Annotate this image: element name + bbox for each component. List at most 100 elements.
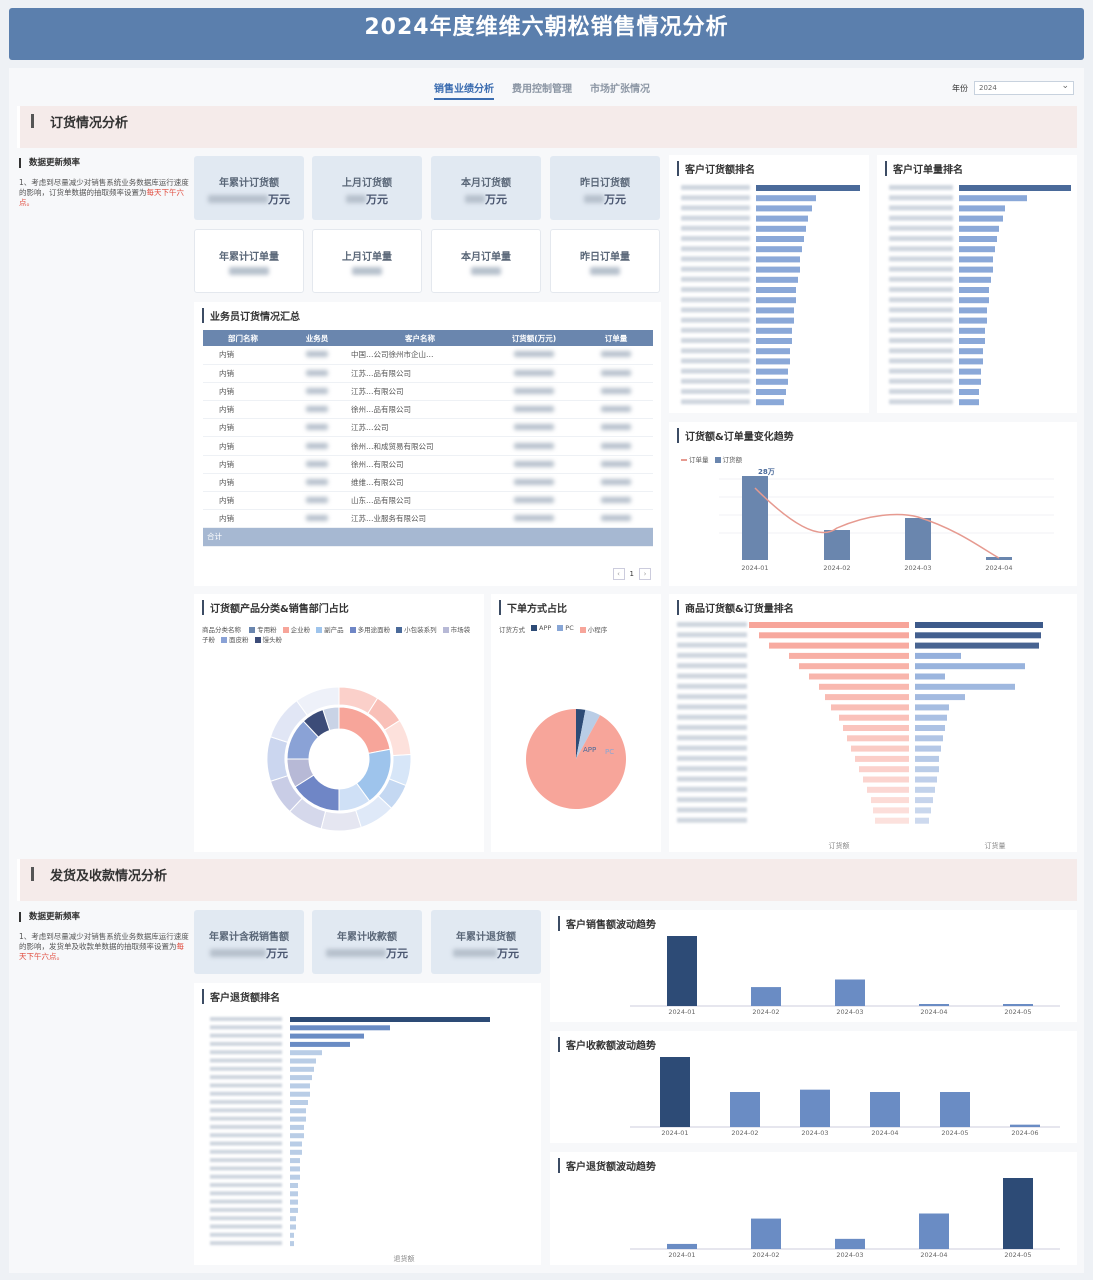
ranking-label — [681, 266, 750, 272]
ranking-label — [681, 338, 750, 343]
table-row[interactable]: 内销 徐州…有限公司 — [203, 455, 653, 474]
legend-order-count: 订单量 — [689, 456, 709, 464]
table-row[interactable]: 内销 徐州…品有限公司 — [203, 400, 653, 420]
customer-name — [210, 1166, 282, 1171]
kpi-card: 本月订单量 — [431, 229, 541, 293]
table-row[interactable]: 内销 中国…公司徐州市企山… — [203, 346, 653, 365]
page-number: 1 — [629, 570, 634, 578]
ranking-label — [681, 368, 750, 374]
tab-cost-control[interactable]: 费用控制管理 — [512, 84, 572, 95]
legend-item: 多用途面粉 — [349, 626, 390, 634]
ranking-bar — [756, 236, 804, 242]
year-select[interactable]: 2024 — [974, 81, 1074, 95]
customer-name — [210, 1199, 282, 1204]
kpi-card: 年累计订单量 — [194, 229, 304, 293]
ranking-label — [681, 358, 750, 364]
table-row[interactable]: 内销 江苏…公司 — [203, 418, 653, 438]
ranking-bar — [959, 389, 979, 395]
table-row[interactable]: 内销 维维…有限公司 — [203, 473, 653, 493]
return-bar — [290, 1141, 302, 1147]
quantity-bar — [915, 797, 933, 804]
table-row[interactable]: 内销 江苏…有限公司 — [203, 382, 653, 402]
ranking-bar — [756, 225, 806, 232]
kpi-label: 年累计订货额 — [219, 178, 279, 189]
category-share-panel: 订货额产品分类&销售部门占比 商品分类名称 专用粉 企业粉 副产品 多用途面粉 小包装系… — [194, 594, 484, 852]
quantity-bar — [915, 735, 943, 742]
customer-name — [210, 1241, 282, 1246]
ranking-bar — [756, 266, 800, 273]
cell-customer: 江苏…业服务有限公司 — [351, 509, 489, 529]
x-tick-label: 2024-01 — [668, 1251, 695, 1259]
cell-customer: 徐州…和成贸易有限公司 — [351, 436, 489, 456]
col-header-count[interactable]: 订单量 — [579, 330, 653, 346]
customer-name — [210, 1108, 282, 1113]
kpi-label: 年累计订单量 — [219, 252, 279, 263]
ranking-bar — [756, 368, 788, 375]
cell-count — [579, 418, 653, 438]
ranking-label — [681, 297, 750, 303]
quantity-bar — [915, 786, 935, 793]
ranking-bar — [756, 307, 794, 314]
return-bar — [290, 1066, 314, 1072]
x-tick-label: 2024-04 — [920, 1008, 947, 1016]
customer-name — [210, 1158, 282, 1163]
trend-bar — [751, 1218, 781, 1249]
return-bar — [290, 1183, 298, 1188]
return-bar — [290, 1216, 296, 1222]
donut-outer-slice — [320, 809, 362, 832]
table-row[interactable]: 内销 徐州…和成贸易有限公司 — [203, 436, 653, 456]
amount-bar — [873, 807, 909, 814]
cell-customer: 徐州…有限公司 — [351, 455, 489, 474]
table-row[interactable]: 内销 江苏…品有限公司 — [203, 364, 653, 383]
return-ranking-panel: 客户退货额排名 退货额 — [194, 983, 541, 1265]
table-row[interactable]: 内销 江苏…业服务有限公司 — [203, 509, 653, 529]
col-header-customer[interactable]: 客户名称 — [351, 330, 489, 346]
next-page-button[interactable]: › — [639, 568, 651, 580]
ranking-label — [889, 205, 953, 211]
customer-name — [210, 1183, 282, 1187]
page-title: 2024年度维维六朝松销售情况分析 — [9, 8, 1084, 60]
return-bar — [290, 1075, 312, 1081]
ranking-label — [681, 185, 750, 190]
cell-amount — [489, 346, 579, 365]
prev-page-button[interactable]: ‹ — [612, 568, 625, 580]
customer-name — [210, 1216, 282, 1221]
col-header-dept[interactable]: 部门名称 — [203, 330, 283, 346]
kpi-card: 上月订单量 — [312, 229, 422, 293]
amount-bar — [847, 735, 909, 742]
trend-bar — [824, 530, 850, 560]
ranking-label — [889, 185, 953, 190]
kpi-unit: 万元 — [485, 193, 507, 206]
amount-bar — [851, 745, 909, 752]
ranking-label — [681, 348, 750, 354]
ranking-label — [681, 236, 750, 241]
cell-dept: 内销 — [203, 346, 283, 365]
customer-order-amount-ranking: 客户订货额排名 — [669, 155, 869, 413]
x-tick-label: 2024-05 — [941, 1129, 968, 1137]
customer-name — [210, 1033, 282, 1038]
ranking-label — [681, 399, 750, 405]
return-bar — [290, 1041, 350, 1047]
pie-slice — [576, 709, 601, 759]
customer-name — [210, 1075, 282, 1080]
ranking-bar — [756, 256, 800, 263]
return-trend-chart: 2024-01 2024-02 2024-03 2024-04 2024-05 — [630, 1178, 1060, 1259]
amount-bar — [831, 704, 909, 711]
ranking-bar — [959, 297, 989, 304]
cell-customer: 江苏…公司 — [351, 418, 489, 438]
ranking-bar — [959, 287, 989, 293]
col-header-amount[interactable]: 订货额(万元) — [489, 330, 579, 346]
ranking-label — [889, 348, 953, 354]
legend-item: 市场袋子粉 — [202, 626, 471, 644]
ranking-label — [889, 358, 953, 364]
table-row[interactable]: 内销 山东…品有限公司 — [203, 491, 653, 511]
ranking-bar — [756, 205, 812, 212]
col-header-salesman[interactable]: 业务员 — [283, 330, 351, 346]
trend-bar — [870, 1092, 900, 1127]
ranking-label — [889, 297, 953, 303]
panel-title: 客户订货额排名 — [677, 161, 755, 176]
tab-market-expansion[interactable]: 市场扩张情况 — [590, 84, 650, 95]
x-tick-label: 2024-03 — [836, 1008, 863, 1016]
ranking-label — [681, 215, 750, 221]
tab-sales-performance[interactable]: 销售业绩分析 — [434, 80, 494, 100]
